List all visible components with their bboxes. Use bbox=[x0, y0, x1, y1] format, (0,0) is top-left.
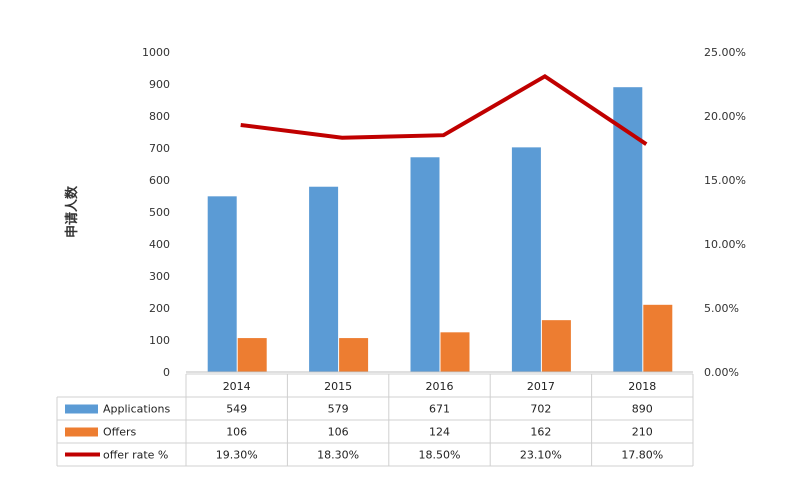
data-label: 18.50% bbox=[419, 449, 461, 462]
bar-applications bbox=[309, 186, 339, 372]
data-label: 579 bbox=[328, 403, 349, 416]
y-tick-label: 100 bbox=[149, 334, 170, 347]
legend-key bbox=[65, 427, 98, 437]
line-offer-rate bbox=[240, 73, 648, 146]
legend-label: offer rate % bbox=[103, 449, 168, 462]
data-label: 124 bbox=[429, 426, 450, 439]
y-tick-label: 400 bbox=[149, 238, 170, 251]
x-tick-label: 2017 bbox=[527, 380, 555, 393]
y-tick-label: 200 bbox=[149, 302, 170, 315]
legend-key bbox=[65, 404, 98, 414]
bar-offers bbox=[440, 332, 470, 372]
y2-tick-label: 10.00% bbox=[704, 238, 746, 251]
data-label: 19.30% bbox=[216, 449, 258, 462]
data-label: 18.30% bbox=[317, 449, 359, 462]
legend-label: Offers bbox=[103, 426, 137, 439]
y-tick-label: 600 bbox=[149, 174, 170, 187]
legend-label: Applications bbox=[103, 403, 170, 416]
data-table: 2014 2015 2016 2017 2018 Applications 549 579 67… bbox=[56, 373, 694, 467]
data-label: 890 bbox=[632, 403, 653, 416]
bar-applications bbox=[410, 157, 440, 372]
data-label: 106 bbox=[328, 426, 349, 439]
y-axis-title: 申请人数 bbox=[64, 185, 80, 238]
y-tick-label: 800 bbox=[149, 110, 170, 123]
x-tick-label: 2015 bbox=[324, 380, 352, 393]
y-tick-label: 500 bbox=[149, 206, 170, 219]
y2-tick-label: 5.00% bbox=[704, 302, 739, 315]
bar-offers bbox=[541, 320, 571, 372]
data-label: 17.80% bbox=[621, 449, 663, 462]
y2-tick-label: 25.00% bbox=[704, 46, 746, 59]
y-tick-label: 1000 bbox=[142, 46, 170, 59]
plot-area: 1000900800700600500400300200100025.00%20… bbox=[142, 46, 746, 379]
bar-applications bbox=[207, 196, 237, 372]
data-label: 106 bbox=[226, 426, 247, 439]
data-label: 702 bbox=[530, 403, 551, 416]
y-tick-label: 700 bbox=[149, 142, 170, 155]
x-tick-label: 2016 bbox=[426, 380, 454, 393]
data-label: 210 bbox=[632, 426, 653, 439]
data-label: 549 bbox=[226, 403, 247, 416]
y-tick-label: 300 bbox=[149, 270, 170, 283]
y2-tick-label: 15.00% bbox=[704, 174, 746, 187]
data-label: 162 bbox=[530, 426, 551, 439]
y2-tick-label: 20.00% bbox=[704, 110, 746, 123]
x-tick-label: 2018 bbox=[628, 380, 656, 393]
y-tick-label: 0 bbox=[163, 366, 170, 379]
bar-applications bbox=[613, 87, 643, 372]
bar-offers bbox=[237, 338, 267, 372]
bar-applications bbox=[511, 147, 541, 372]
bar-offers bbox=[643, 304, 673, 372]
y-tick-label: 900 bbox=[149, 78, 170, 91]
data-label: 671 bbox=[429, 403, 450, 416]
bar-offers bbox=[339, 338, 369, 372]
x-tick-label: 2014 bbox=[223, 380, 251, 393]
y2-tick-label: 0.00% bbox=[704, 366, 739, 379]
data-label: 23.10% bbox=[520, 449, 562, 462]
